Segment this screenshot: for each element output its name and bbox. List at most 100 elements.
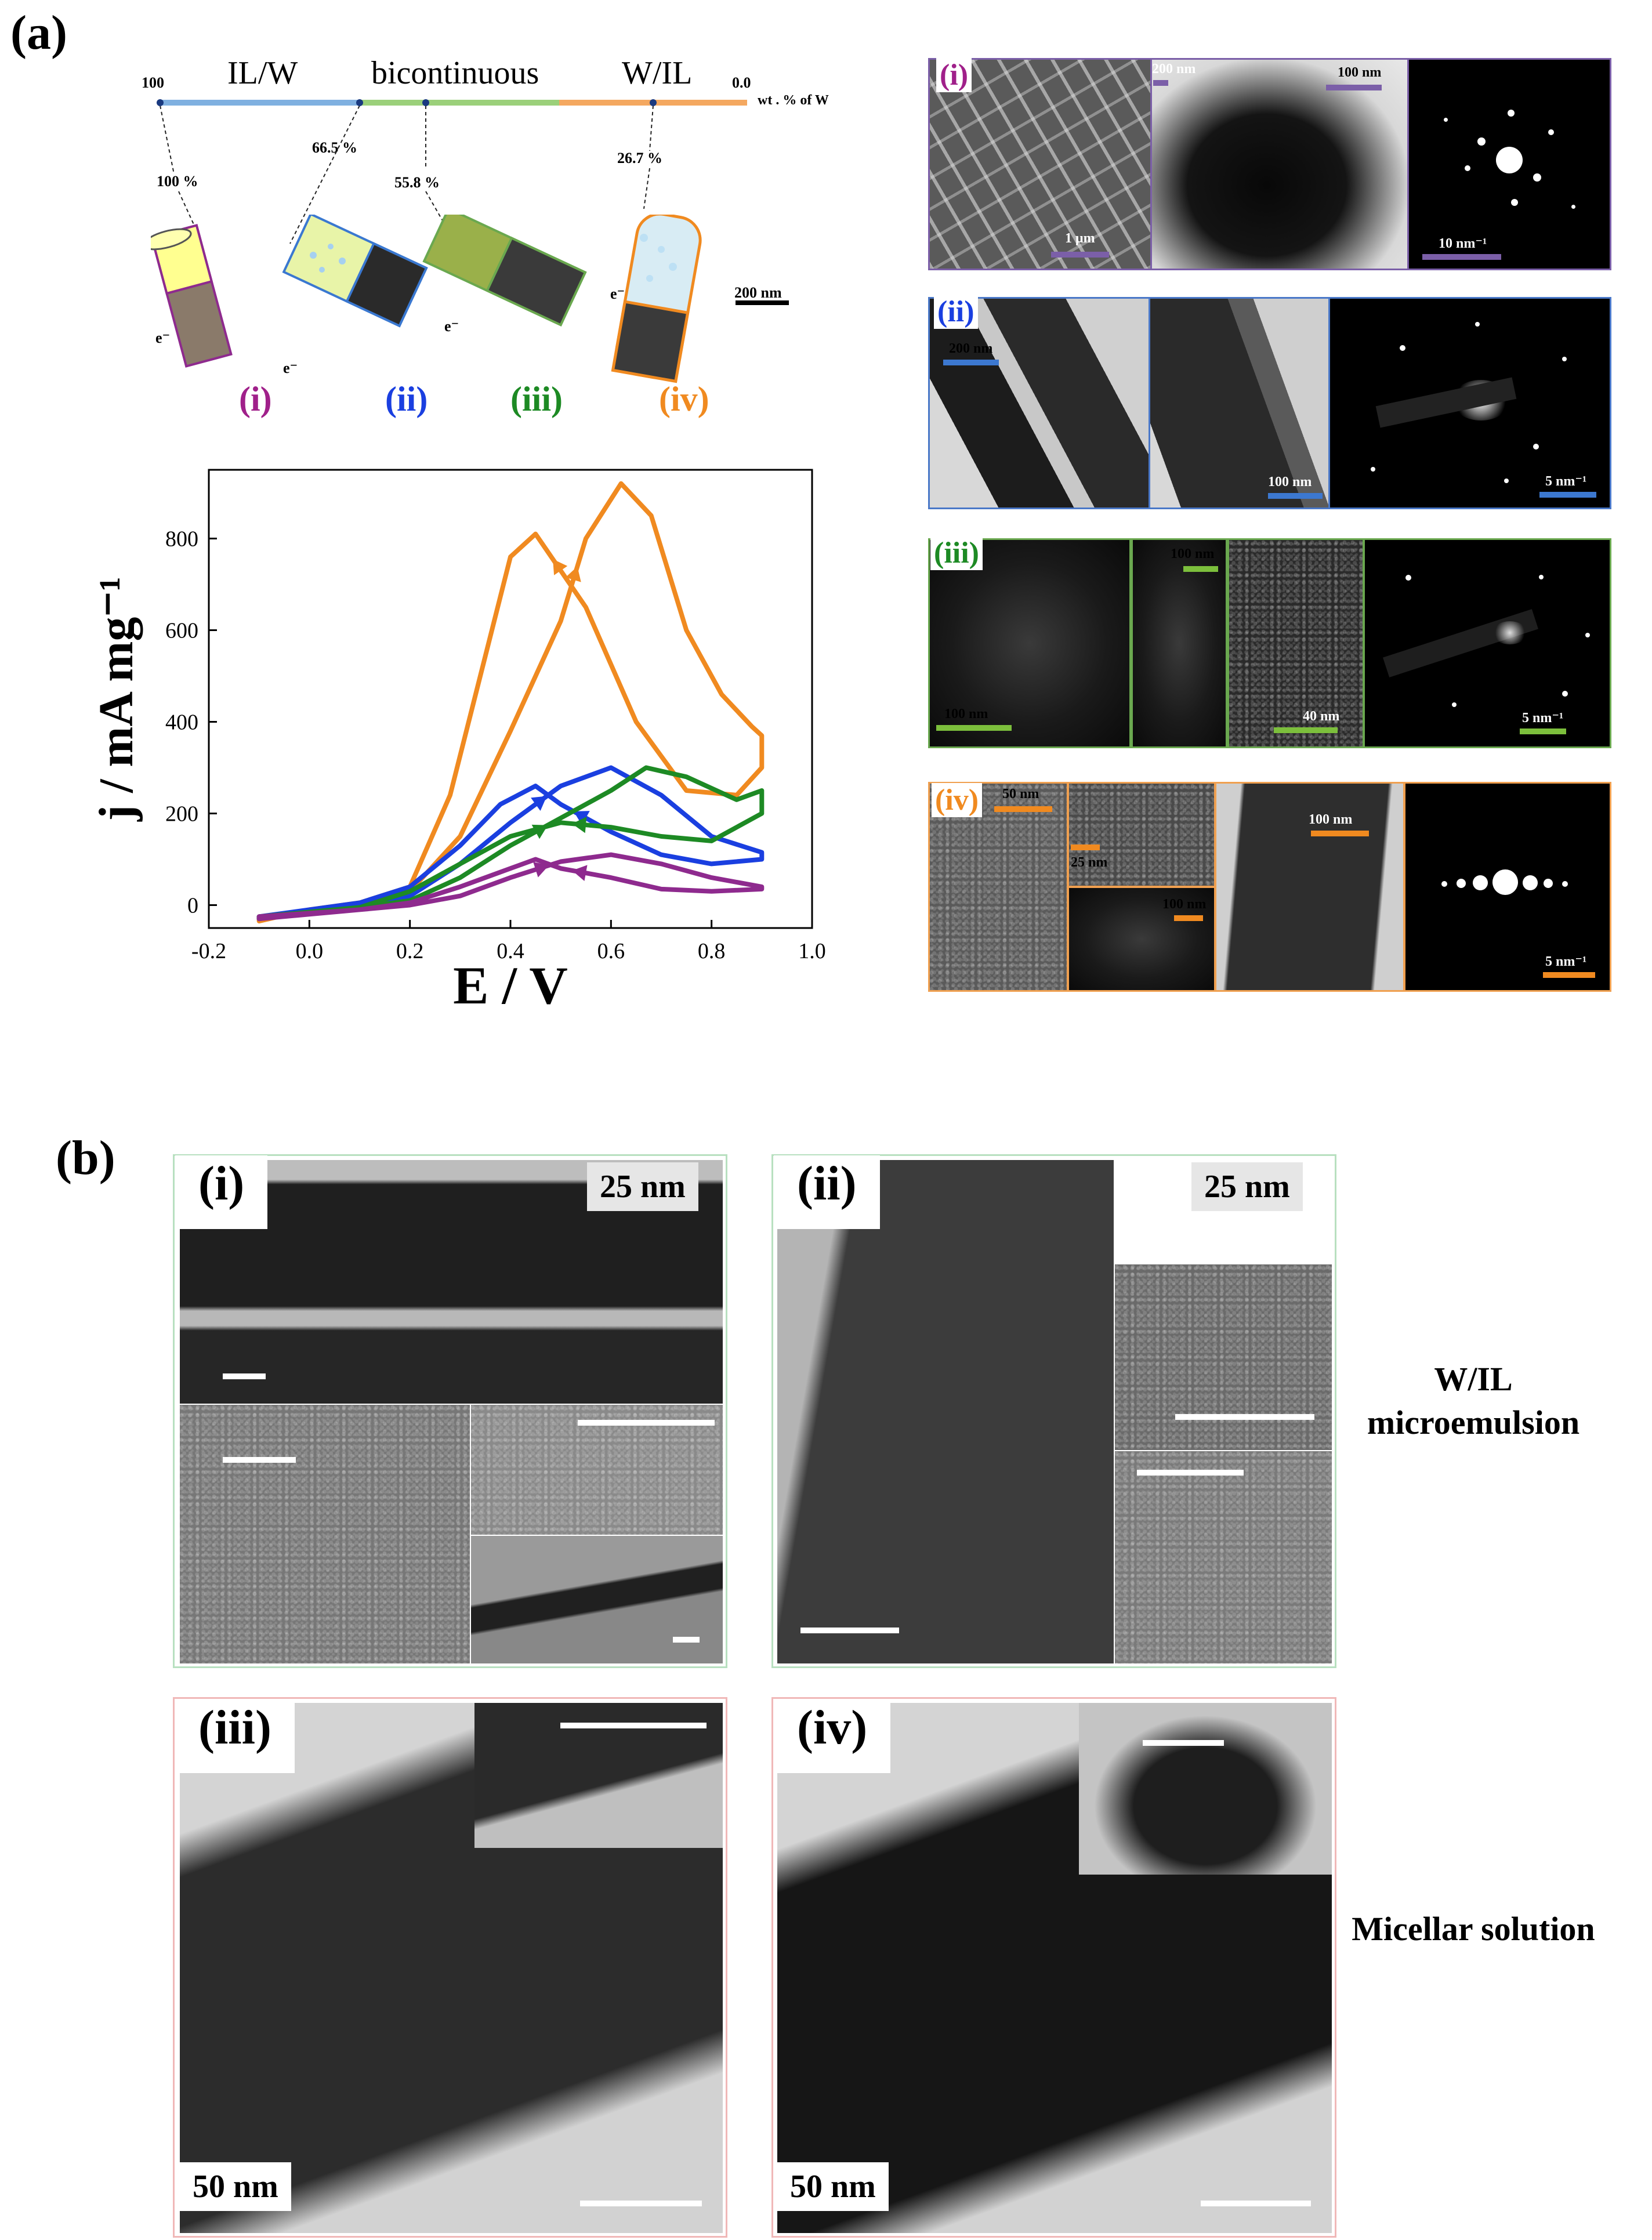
saed-iii-image	[1363, 538, 1611, 748]
b-i-tag: (i)	[175, 1155, 268, 1229]
tem-i-image-2	[1150, 58, 1409, 270]
label-ii: (ii)	[385, 380, 428, 418]
y-tick-label: 800	[165, 527, 198, 552]
b-i-bar-2	[223, 1457, 296, 1463]
x-tick-label: 0.2	[396, 939, 424, 963]
b-ii-image-tr	[1115, 1264, 1332, 1450]
b-ii-bar-2	[1175, 1414, 1314, 1420]
tem-iv-bar-2	[1071, 844, 1100, 850]
tem-ii-image-1	[928, 297, 1164, 509]
b-iv-image-inset	[1079, 1703, 1332, 1875]
scale-200nm-bar	[736, 300, 789, 305]
cv-arrow-3	[572, 865, 588, 881]
cv-curve-2	[256, 765, 765, 922]
cv-curve-3	[256, 852, 765, 922]
sem-nanowires-image	[928, 58, 1152, 270]
nanotube-iii-icon	[422, 215, 587, 327]
phase-label-bicontinuous: bicontinuous	[371, 55, 539, 91]
tem-i-bar-2	[1153, 80, 1168, 86]
tem-ii-image-2	[1149, 297, 1332, 509]
tem-i-bar-3	[1326, 85, 1382, 90]
percent-marker-66: 66.5 %	[312, 139, 357, 156]
b-i-image-br1	[471, 1405, 723, 1535]
tem-iii-tag: (iii)	[930, 536, 983, 570]
y-tick-label: 600	[165, 619, 198, 643]
cv-arrow-0	[565, 566, 581, 582]
tem-iv-image-3	[1067, 886, 1216, 992]
electron-label-iii: e⁻	[444, 318, 459, 335]
tem-i-scale-3: 100 nm	[1338, 65, 1382, 80]
nanotube-i-icon	[151, 224, 233, 368]
tem-iii-image-3	[1227, 538, 1364, 748]
b-iv-bar-1	[1201, 2201, 1311, 2206]
tem-iii-scale-1: 100 nm	[944, 706, 988, 722]
x-tick-label: 1.0	[798, 939, 826, 963]
tem-iv-scale-5: 5 nm⁻¹	[1545, 954, 1587, 969]
percent-marker-100: 100 %	[157, 173, 198, 190]
tem-iv-bar-5	[1543, 972, 1595, 978]
phase-label-w-il: W/IL	[622, 55, 693, 91]
nanotube-ii-icon	[282, 215, 428, 328]
nanotube-iv-icon	[611, 215, 702, 383]
tem-i-bar-1	[1051, 252, 1109, 258]
tem-iv-bar-1	[994, 806, 1052, 812]
tem-iv-scale-4: 100 nm	[1309, 812, 1353, 827]
label-i: (i)	[239, 380, 272, 418]
plot-frame	[208, 469, 813, 929]
side-label-micellar: Micellar solution	[1352, 1910, 1595, 1948]
panel-a-letter: (a)	[10, 6, 67, 60]
b-iii-scale-label: 50 nm	[180, 2162, 291, 2211]
x-tick-label: -0.2	[191, 939, 226, 963]
tem-i-scale-2: 200 nm	[1152, 61, 1196, 77]
tem-ii-tag: (ii)	[934, 295, 978, 329]
tem-iii-bar-3	[1274, 727, 1338, 733]
x-tick-label: 0.6	[597, 939, 625, 963]
cv-arrow-2	[572, 817, 587, 833]
tem-iv-image-1	[928, 782, 1068, 992]
b-iii-bar-1	[580, 2201, 702, 2206]
side-label-w-il: W/IL microemulsion	[1367, 1360, 1580, 1442]
b-ii-scale-label: 25 nm	[1191, 1162, 1303, 1211]
tem-iv-scale-3: 100 nm	[1162, 897, 1207, 912]
y-tick-label: 0	[187, 894, 198, 918]
label-iv: (iv)	[659, 380, 709, 418]
x-tick-label: 0.0	[296, 939, 324, 963]
cv-arrow-1	[573, 811, 590, 825]
tem-iii-image-2	[1131, 538, 1227, 748]
tem-iii-bar-1	[936, 725, 1012, 731]
y-tick-label: 200	[165, 802, 198, 827]
b-iv-scale-label: 50 nm	[777, 2162, 889, 2211]
tem-i-bar-4	[1422, 254, 1501, 260]
y-tick-label: 400	[165, 711, 198, 735]
b-iv-bar-2	[1143, 1740, 1224, 1746]
tem-iv-bar-4	[1311, 831, 1369, 836]
cv-arrow-3	[533, 861, 549, 878]
b-i-bar-1	[223, 1373, 266, 1379]
b-iii-bar-2	[560, 1723, 707, 1728]
scale-200nm-label: 200 nm	[734, 284, 782, 301]
x-axis-label: E / V	[453, 956, 568, 1015]
cv-arrow-1	[531, 796, 547, 811]
tem-iii-bar-2	[1183, 566, 1218, 572]
tem-ii-scale-1: 200 nm	[949, 341, 993, 356]
percent-marker-26: 26.7 %	[617, 150, 662, 166]
b-i-image-bl	[180, 1405, 470, 1663]
saed-iv-image	[1404, 782, 1611, 992]
tem-iii-scale-4: 5 nm⁻¹	[1522, 711, 1564, 726]
b-i-scale-label: 25 nm	[587, 1162, 698, 1211]
tem-ii-bar-2	[1268, 493, 1323, 499]
electron-label-i: e⁻	[155, 329, 171, 346]
tem-iii-bar-4	[1520, 728, 1566, 734]
phase-connector-lines	[157, 99, 657, 244]
tem-iii-scale-2: 100 nm	[1171, 546, 1215, 561]
electron-label-ii: e⁻	[283, 360, 298, 376]
tem-i-scale-1: 1 μm	[1065, 231, 1095, 246]
b-ii-bar-1	[800, 1628, 899, 1633]
phase-label-il-w: IL/W	[227, 55, 298, 91]
electron-label-iv: e⁻	[610, 285, 625, 302]
percent-marker-55: 55.8 %	[394, 174, 440, 191]
tem-iii-image-1	[928, 538, 1131, 748]
b-iii-tag: (iii)	[175, 1699, 295, 1773]
b-ii-frame	[771, 1154, 1336, 1668]
b-iv-frame	[771, 1697, 1336, 2238]
